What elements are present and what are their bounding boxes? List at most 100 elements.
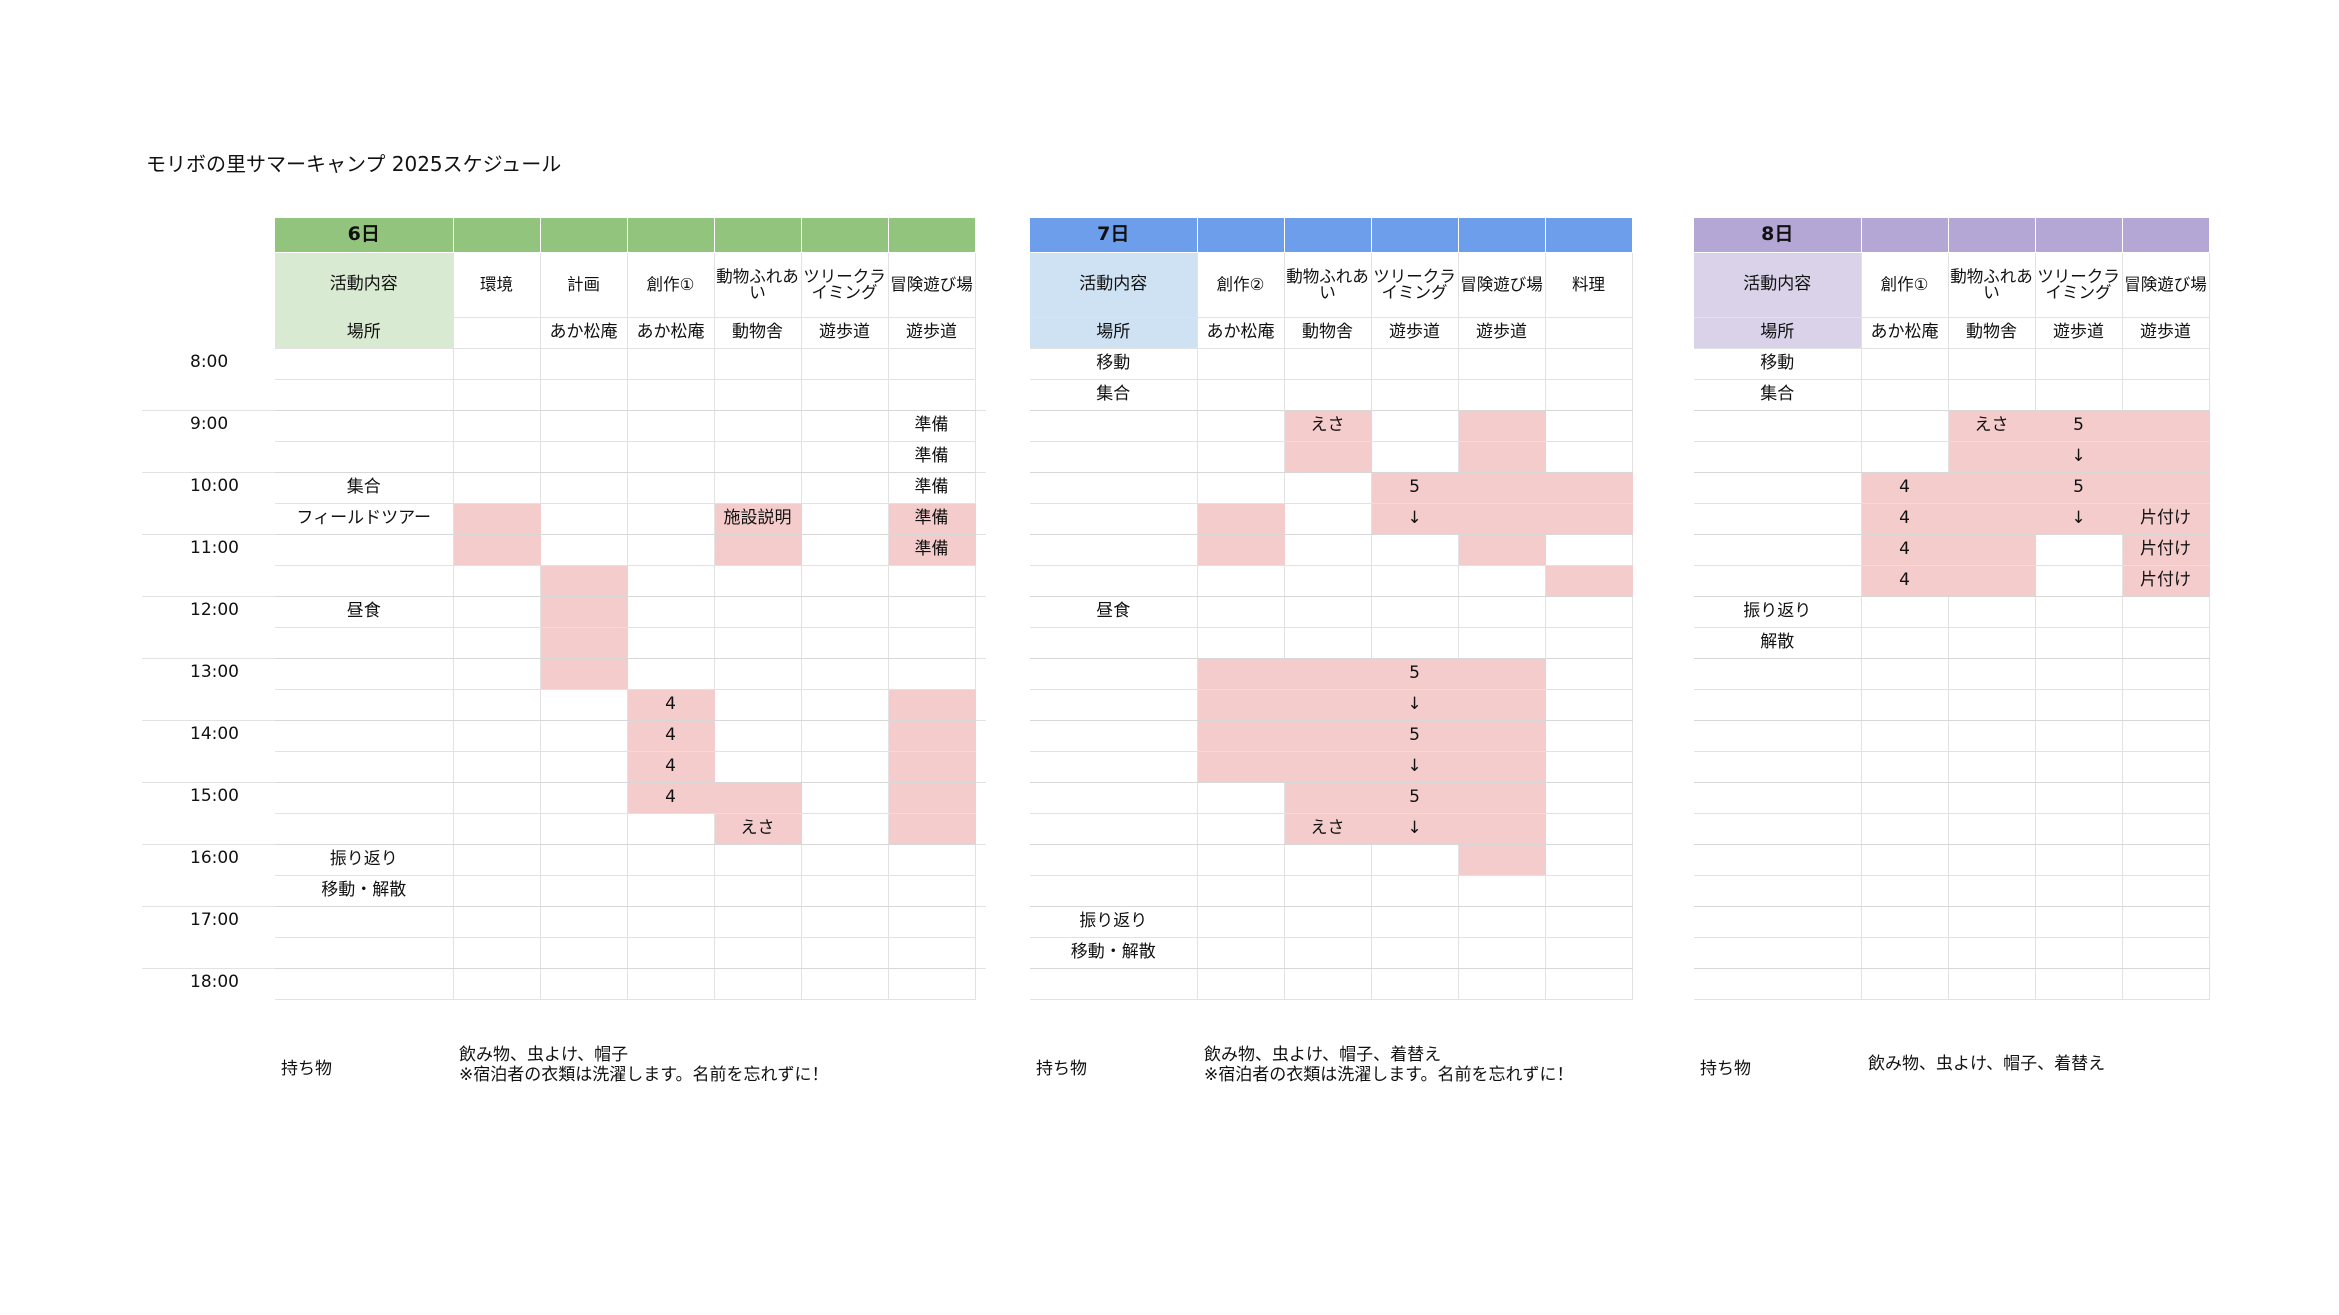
schedule-cell [801,968,889,1000]
schedule-cell [540,503,628,535]
activity-name: 冒険遊び場 [2122,252,2210,318]
time-label: 13:00 [190,662,239,682]
main-activity-cell: フィールドツアー [275,503,454,535]
schedule-cell [540,379,628,411]
schedule-row [1694,875,2210,907]
main-activity-cell [1030,565,1198,597]
schedule-cell [453,906,541,938]
schedule-cell [1861,658,1949,690]
schedule-cell [1545,937,1633,969]
schedule-cell [1197,410,1285,442]
location-header-label: 場所 [1030,317,1198,349]
schedule-cell [2122,968,2210,1000]
schedule-cell [1861,379,1949,411]
day-7-schedule: 7日 活動内容 創作② 動物ふれあい ツリークライミング 冒険遊び場 料理 場所 あか松庵 動物舎… [1030,218,1633,1000]
schedule-cell [714,875,802,907]
schedule-cell [2122,751,2210,783]
schedule-cell [453,813,541,845]
schedule-cell [627,968,715,1000]
schedule-row [1694,844,2210,876]
main-activity-cell [275,534,454,566]
location-header-label: 場所 [275,317,454,349]
day-header-cell [1545,218,1633,253]
schedule-row [275,658,976,690]
schedule-cell [714,441,802,473]
schedule-cell [2122,627,2210,659]
schedule-row: 4 [275,689,976,721]
schedule-cell [1948,658,2036,690]
schedule-row: えさ ↓ [1030,813,1633,845]
schedule-row: ↓ [1030,751,1633,783]
schedule-cell [1861,937,1949,969]
schedule-cell: えさ [714,813,802,845]
schedule-cell [1371,565,1459,597]
schedule-cell [1371,844,1459,876]
location-name [453,317,541,349]
schedule-cell [1948,627,2036,659]
activity-name: 動物ふれあい [1948,252,2036,318]
schedule-cell [627,844,715,876]
schedule-cell [1948,348,2036,380]
main-activity-cell: 昼食 [275,596,454,628]
schedule-cell [453,689,541,721]
day-header-cell [888,218,976,253]
schedule-row [1694,813,2210,845]
day-header-cell [453,218,541,253]
schedule-row [1030,534,1633,566]
schedule-cell [1197,689,1285,721]
schedule-cell [453,348,541,380]
schedule-cell [1545,689,1633,721]
schedule-row: ↓ [1030,503,1633,535]
schedule-cell [1861,813,1949,845]
schedule-cell [453,782,541,814]
schedule-cell [1458,658,1546,690]
schedule-cell [1284,596,1372,628]
main-activity-cell: 移動・解散 [275,875,454,907]
schedule-cell [801,782,889,814]
schedule-cell [714,534,802,566]
schedule-cell [1284,379,1372,411]
location-name: あか松庵 [1197,317,1285,349]
schedule-cell: 4 [627,751,715,783]
schedule-cell [1948,689,2036,721]
day-header-cell [1371,218,1459,253]
schedule-cell [627,379,715,411]
schedule-cell [1197,937,1285,969]
schedule-row [1694,906,2210,938]
schedule-cell [2122,410,2210,442]
schedule-cell [888,937,976,969]
schedule-cell [540,782,628,814]
items-label: 持ち物 [1036,1059,1087,1079]
schedule-cell [1284,441,1372,473]
schedule-row: えさ [275,813,976,845]
schedule-cell [1458,782,1546,814]
schedule-cell [1284,782,1372,814]
schedule-cell: 準備 [888,472,976,504]
schedule-row: 集合 準備 [275,472,976,504]
schedule-cell [2035,534,2123,566]
schedule-cell: えさ [1284,813,1372,845]
activity-name: 環境 [453,252,541,318]
schedule-cell [714,720,802,752]
schedule-cell [1545,968,1633,1000]
schedule-cell [888,658,976,690]
schedule-cell [2035,596,2123,628]
schedule-row [275,379,976,411]
schedule-cell [1284,534,1372,566]
schedule-cell [1545,379,1633,411]
activity-name: 冒険遊び場 [1458,252,1546,318]
schedule-cell [1545,441,1633,473]
schedule-cell [627,503,715,535]
schedule-cell [888,720,976,752]
main-activity-cell [1694,534,1862,566]
schedule-row: 4 ↓ 片付け [1694,503,2210,535]
schedule-row: 4 [275,751,976,783]
time-label: 8:00 [190,352,229,372]
schedule-cell: 4 [627,782,715,814]
schedule-cell [540,720,628,752]
schedule-cell [627,906,715,938]
schedule-row: 解散 [1694,627,2210,659]
schedule-row: 準備 [275,441,976,473]
main-activity-cell: 集合 [275,472,454,504]
schedule-row [1030,441,1633,473]
